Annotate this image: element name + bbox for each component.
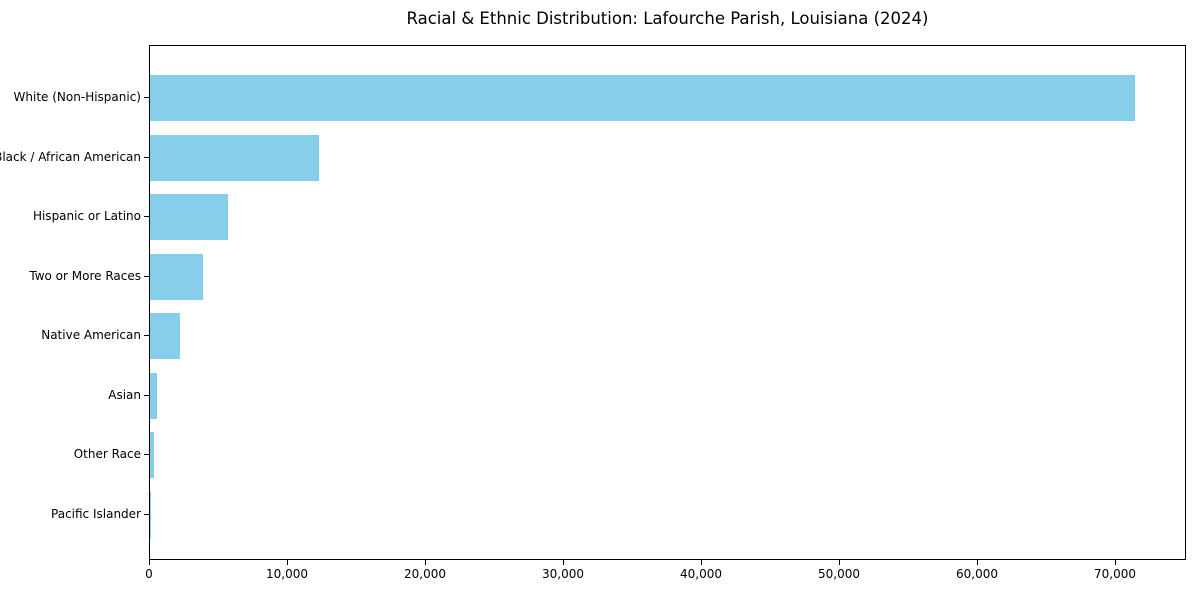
- y-axis-label: Hispanic or Latino: [32, 209, 141, 223]
- y-tick-mark: [144, 454, 149, 455]
- x-tick-label: 70,000: [1094, 567, 1136, 581]
- chart-title: Racial & Ethnic Distribution: Lafourche …: [406, 9, 929, 28]
- x-tick-label: 40,000: [680, 567, 722, 581]
- x-tick-label: 50,000: [818, 567, 860, 581]
- bar: [150, 253, 203, 300]
- x-tick-mark: [149, 560, 150, 565]
- x-tick-mark: [563, 560, 564, 565]
- x-tick-label: 0: [145, 567, 153, 581]
- x-tick-mark: [287, 560, 288, 565]
- bar: [150, 75, 1136, 121]
- bar: [150, 432, 154, 478]
- y-tick-mark: [144, 394, 149, 396]
- x-tick-label: 30,000: [542, 567, 584, 581]
- x-tick-mark: [701, 560, 702, 565]
- y-tick-mark: [144, 216, 149, 217]
- plot-area: [149, 45, 1186, 560]
- x-tick-mark: [839, 560, 840, 565]
- bar: [150, 134, 319, 181]
- y-tick-mark: [144, 513, 149, 515]
- y-tick-mark: [144, 97, 149, 98]
- x-tick-mark: [977, 560, 978, 565]
- x-tick-mark: [425, 560, 426, 565]
- y-tick-mark: [144, 275, 149, 277]
- bar: [150, 194, 228, 240]
- y-axis-label: Other Race: [73, 447, 141, 461]
- y-tick-mark: [144, 156, 149, 158]
- bar: [150, 313, 180, 359]
- y-axis-label: White (Non-Hispanic): [13, 90, 141, 104]
- y-axis-label: Two or More Races: [29, 268, 141, 283]
- x-tick-label: 60,000: [956, 567, 998, 581]
- x-tick-label: 20,000: [404, 567, 446, 581]
- y-axis-label: Black / African American: [0, 149, 141, 164]
- y-axis-label: Native American: [41, 328, 141, 342]
- x-tick-mark: [1115, 560, 1116, 565]
- y-axis-label: Asian: [108, 387, 141, 402]
- y-tick-mark: [144, 335, 149, 336]
- y-axis-label: Pacific Islander: [51, 506, 141, 521]
- x-tick-label: 10,000: [266, 567, 308, 581]
- bar: [150, 372, 158, 419]
